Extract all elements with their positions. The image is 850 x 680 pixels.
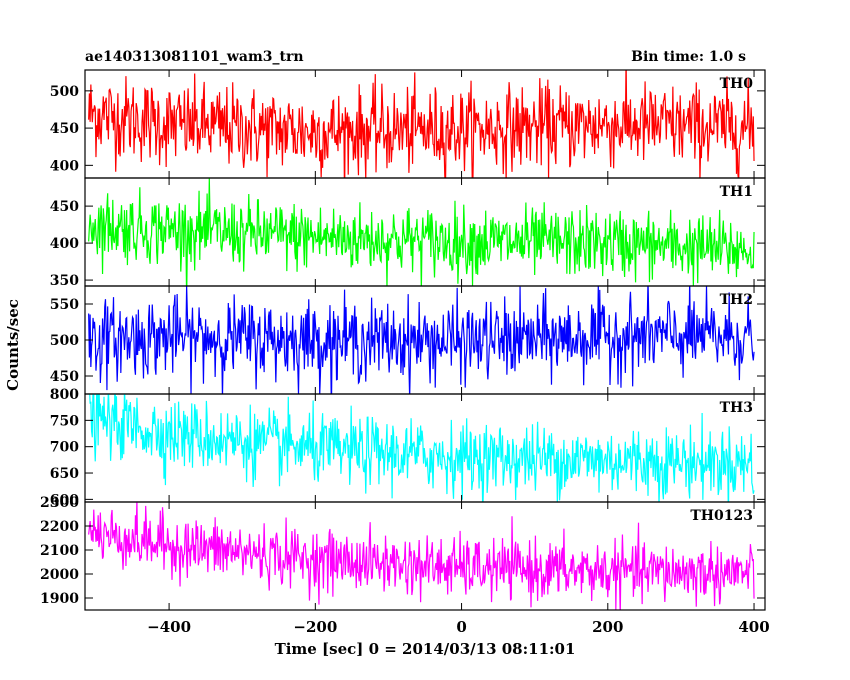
y-tick-label: 350	[50, 273, 79, 289]
panel-th2: 450 500 550 TH2	[50, 285, 766, 395]
y-tick-label: 400	[50, 236, 79, 252]
y-tick-label: 450	[50, 199, 79, 215]
panel-frame	[84, 501, 766, 611]
x-tick-label: −200	[293, 618, 337, 636]
y-tick-label: 700	[50, 440, 79, 456]
series-line-th3	[89, 394, 755, 502]
x-axis: −400 −200 0 200 400	[147, 618, 770, 636]
x-tick-label: −400	[147, 618, 191, 636]
y-tick-label: 500	[50, 333, 79, 349]
series-label: TH0123	[690, 508, 753, 524]
series-label: TH3	[720, 400, 753, 416]
y-tick-label: 650	[50, 466, 79, 482]
y-tick-label: 2000	[40, 567, 79, 583]
y-tick-label: 1900	[40, 591, 79, 607]
series-line-th2	[88, 286, 755, 394]
series-line-th1	[88, 178, 755, 286]
panel-th3: 600 650 700 750 800 TH3	[50, 387, 766, 508]
series-label: TH2	[720, 292, 753, 308]
y-tick-label: 2100	[40, 543, 79, 559]
chart-title: ae140313081101_wam3_trn	[85, 49, 304, 65]
x-tick-label: 0	[456, 618, 466, 636]
y-tick-label: 500	[50, 84, 79, 100]
y-tick-label: 450	[50, 369, 79, 385]
x-axis-label: Time [sec] 0 = 2014/03/13 08:11:01	[275, 640, 576, 658]
series-label: TH0	[720, 76, 754, 92]
y-tick-label: 550	[50, 297, 79, 313]
panel-th1: 350 400 450 TH1	[50, 177, 766, 289]
series-line-th0123	[88, 502, 755, 610]
y-tick-label: 600	[50, 492, 79, 508]
panel-th0: 400 450 500 TH0	[50, 69, 766, 179]
y-tick-label: 450	[50, 121, 79, 137]
y-tick-label: 750	[50, 413, 79, 429]
bin-time-label: Bin time: 1.0 s	[631, 49, 746, 65]
x-tick-label: 200	[592, 618, 623, 636]
y-tick-label: 2200	[40, 519, 79, 535]
series-label: TH1	[720, 184, 753, 200]
y-tick-label: 800	[50, 387, 79, 403]
x-tick-label: 400	[738, 618, 769, 636]
y-tick-label: 2300	[40, 495, 79, 511]
series-line-th0	[88, 70, 755, 178]
y-axis-label: Counts/sec	[4, 299, 22, 391]
y-tick-label: 400	[50, 158, 79, 174]
panel-th0123: 1900 2000 2100 2200 2300 TH0123	[40, 495, 766, 611]
